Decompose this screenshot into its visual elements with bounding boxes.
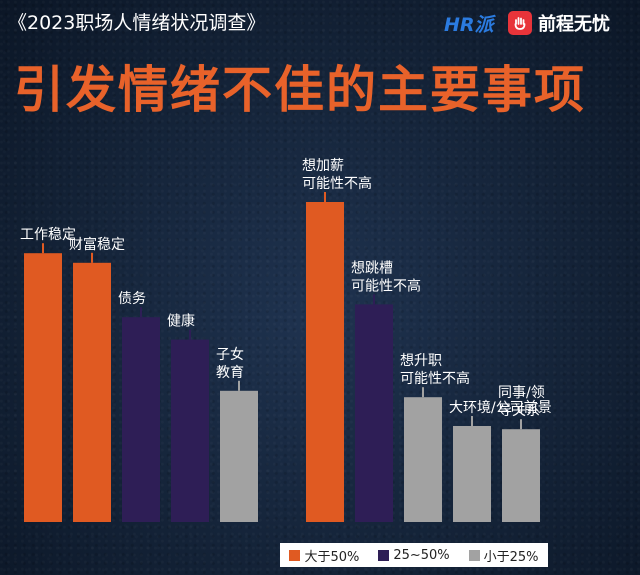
- chart-title: 引发情绪不佳的主要事项: [14, 61, 586, 119]
- bar-1-3: [122, 317, 160, 522]
- bar-2-5: [502, 429, 540, 522]
- bar-label-2-2: 可能性不高: [351, 277, 421, 294]
- legend-swatch-high: [289, 549, 301, 561]
- bar-label-1-2: 财富稳定: [69, 236, 125, 253]
- legend-swatch-low: [468, 549, 480, 561]
- bar-2-1: [306, 202, 344, 522]
- hr-logo-text: HR: [444, 14, 475, 36]
- bar-label-1-3: 债务: [118, 291, 146, 307]
- bar-1-1: [24, 253, 62, 522]
- legend-label-low: 小于25%: [483, 549, 539, 565]
- bar-2-4: [453, 426, 491, 522]
- bar-label-1-5: 子女: [216, 346, 244, 363]
- hr-logo-suffix: 派: [474, 14, 494, 36]
- bar-label-2-3: 可能性不高: [400, 370, 470, 387]
- bar-1-5: [220, 390, 258, 522]
- legend-item-high: 大于50%: [289, 546, 359, 565]
- brand-name: 前程无忧: [538, 14, 610, 35]
- bar-label-2-2: 想跳槽: [351, 260, 393, 276]
- bar-1-4: [171, 339, 209, 522]
- legend-label-mid: 25~50%: [393, 547, 450, 563]
- bar-label-2-4: 大环境/公司前景: [449, 399, 552, 416]
- chart-legend: 大于50% 25~50% 小于25%: [280, 543, 548, 567]
- legend-label-high: 大于50%: [304, 549, 360, 565]
- bar-label-1-1: 工作稳定: [20, 227, 76, 243]
- legend-swatch-mid: [378, 549, 390, 561]
- bar-label-2-5: 同事/领: [498, 385, 545, 401]
- bar-label-2-1: 可能性不高: [302, 175, 372, 192]
- hr-logo: HR派: [444, 10, 494, 37]
- bar-label-1-5: 教育: [216, 365, 244, 381]
- bar-label-1-4: 健康: [167, 313, 195, 330]
- brand-logo: 前程无忧: [508, 10, 610, 36]
- bar-1-2: [73, 262, 111, 522]
- legend-item-low: 小于25%: [468, 546, 539, 565]
- bar-label-2-1: 想加薪: [302, 158, 344, 174]
- bar-label-2-5: 导关系: [498, 403, 540, 419]
- bar-2-3: [404, 397, 442, 522]
- brand-hand-icon: [508, 11, 532, 35]
- bar-label-2-3: 想升职: [400, 353, 442, 369]
- legend-item-mid: 25~50%: [378, 547, 450, 563]
- bar-2-2: [355, 304, 393, 522]
- survey-title: 《2023职场人情绪状况调查》: [8, 12, 266, 34]
